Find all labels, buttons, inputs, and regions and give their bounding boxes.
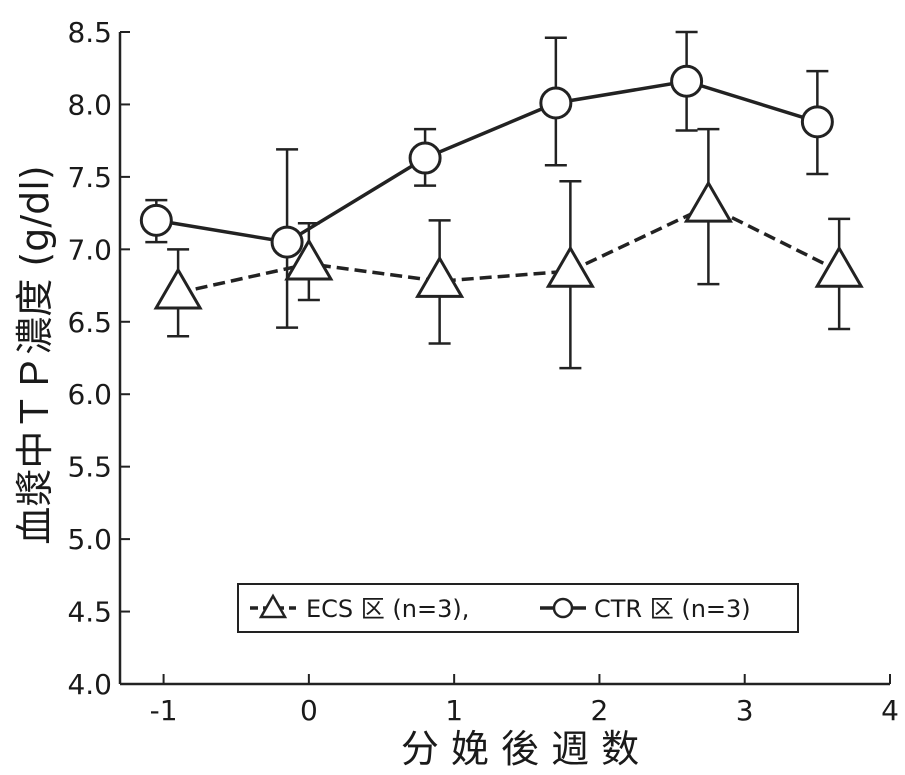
legend-item-circle: CTR 区 (n=3) bbox=[540, 595, 751, 623]
circle-marker bbox=[670, 64, 704, 98]
x-tick-label: 2 bbox=[591, 694, 609, 727]
triangle-marker bbox=[153, 267, 203, 310]
x-tick-label: 1 bbox=[445, 694, 463, 727]
y-tick-label: 4.0 bbox=[67, 668, 112, 701]
triangle-marker bbox=[284, 238, 334, 281]
circle-marker bbox=[800, 105, 834, 139]
series-triangle bbox=[153, 127, 864, 370]
circle-marker bbox=[539, 86, 573, 120]
y-tick-label: 7.0 bbox=[67, 233, 112, 266]
y-tick-label: 8.0 bbox=[67, 88, 112, 121]
triangle-marker bbox=[415, 255, 465, 298]
x-axis-title: 分 娩 後 週 数 bbox=[401, 727, 639, 771]
y-tick-label: 7.5 bbox=[67, 161, 112, 194]
legend-label: CTR 区 (n=3) bbox=[594, 595, 751, 623]
x-tick-label: -1 bbox=[150, 694, 178, 727]
circle-marker bbox=[139, 203, 173, 237]
y-axis-title: 血漿中ＴＰ濃度 (g/dl) bbox=[13, 165, 57, 544]
triangle-marker bbox=[683, 180, 733, 223]
legend-circle-marker bbox=[552, 597, 574, 619]
y-tick-label: 6.5 bbox=[67, 306, 112, 339]
circle-marker bbox=[270, 225, 304, 259]
series-line bbox=[156, 79, 818, 244]
axes: 4.0 4.5 5.0 5.5 6.0 6.5 7.0 7.5 8.0 8.5 -1 0 1 2 3 4 bbox=[67, 16, 898, 727]
y-tick-label: 6.0 bbox=[67, 378, 112, 411]
x-tick-label: 0 bbox=[300, 694, 318, 727]
circle-marker bbox=[408, 141, 442, 175]
x-tick-label: 4 bbox=[881, 694, 899, 727]
y-tick-label: 5.0 bbox=[67, 523, 112, 556]
y-tick-label: 5.5 bbox=[67, 451, 112, 484]
y-tick-label: 4.5 bbox=[67, 596, 112, 629]
y-tick-label: 8.5 bbox=[67, 16, 112, 49]
series-layer bbox=[139, 30, 864, 370]
x-tick-label: 3 bbox=[736, 694, 754, 727]
triangle-marker bbox=[545, 245, 595, 288]
legend: ECS 区 (n=3), CTR 区 (n=3) bbox=[237, 583, 799, 633]
legend-triangle-marker bbox=[258, 593, 288, 619]
legend-item-triangle: ECS 区 (n=3), bbox=[250, 593, 469, 623]
legend-box bbox=[237, 583, 799, 633]
series-circle bbox=[139, 30, 834, 329]
triangle-marker bbox=[814, 245, 864, 288]
legend-label: ECS 区 (n=3), bbox=[306, 595, 469, 623]
